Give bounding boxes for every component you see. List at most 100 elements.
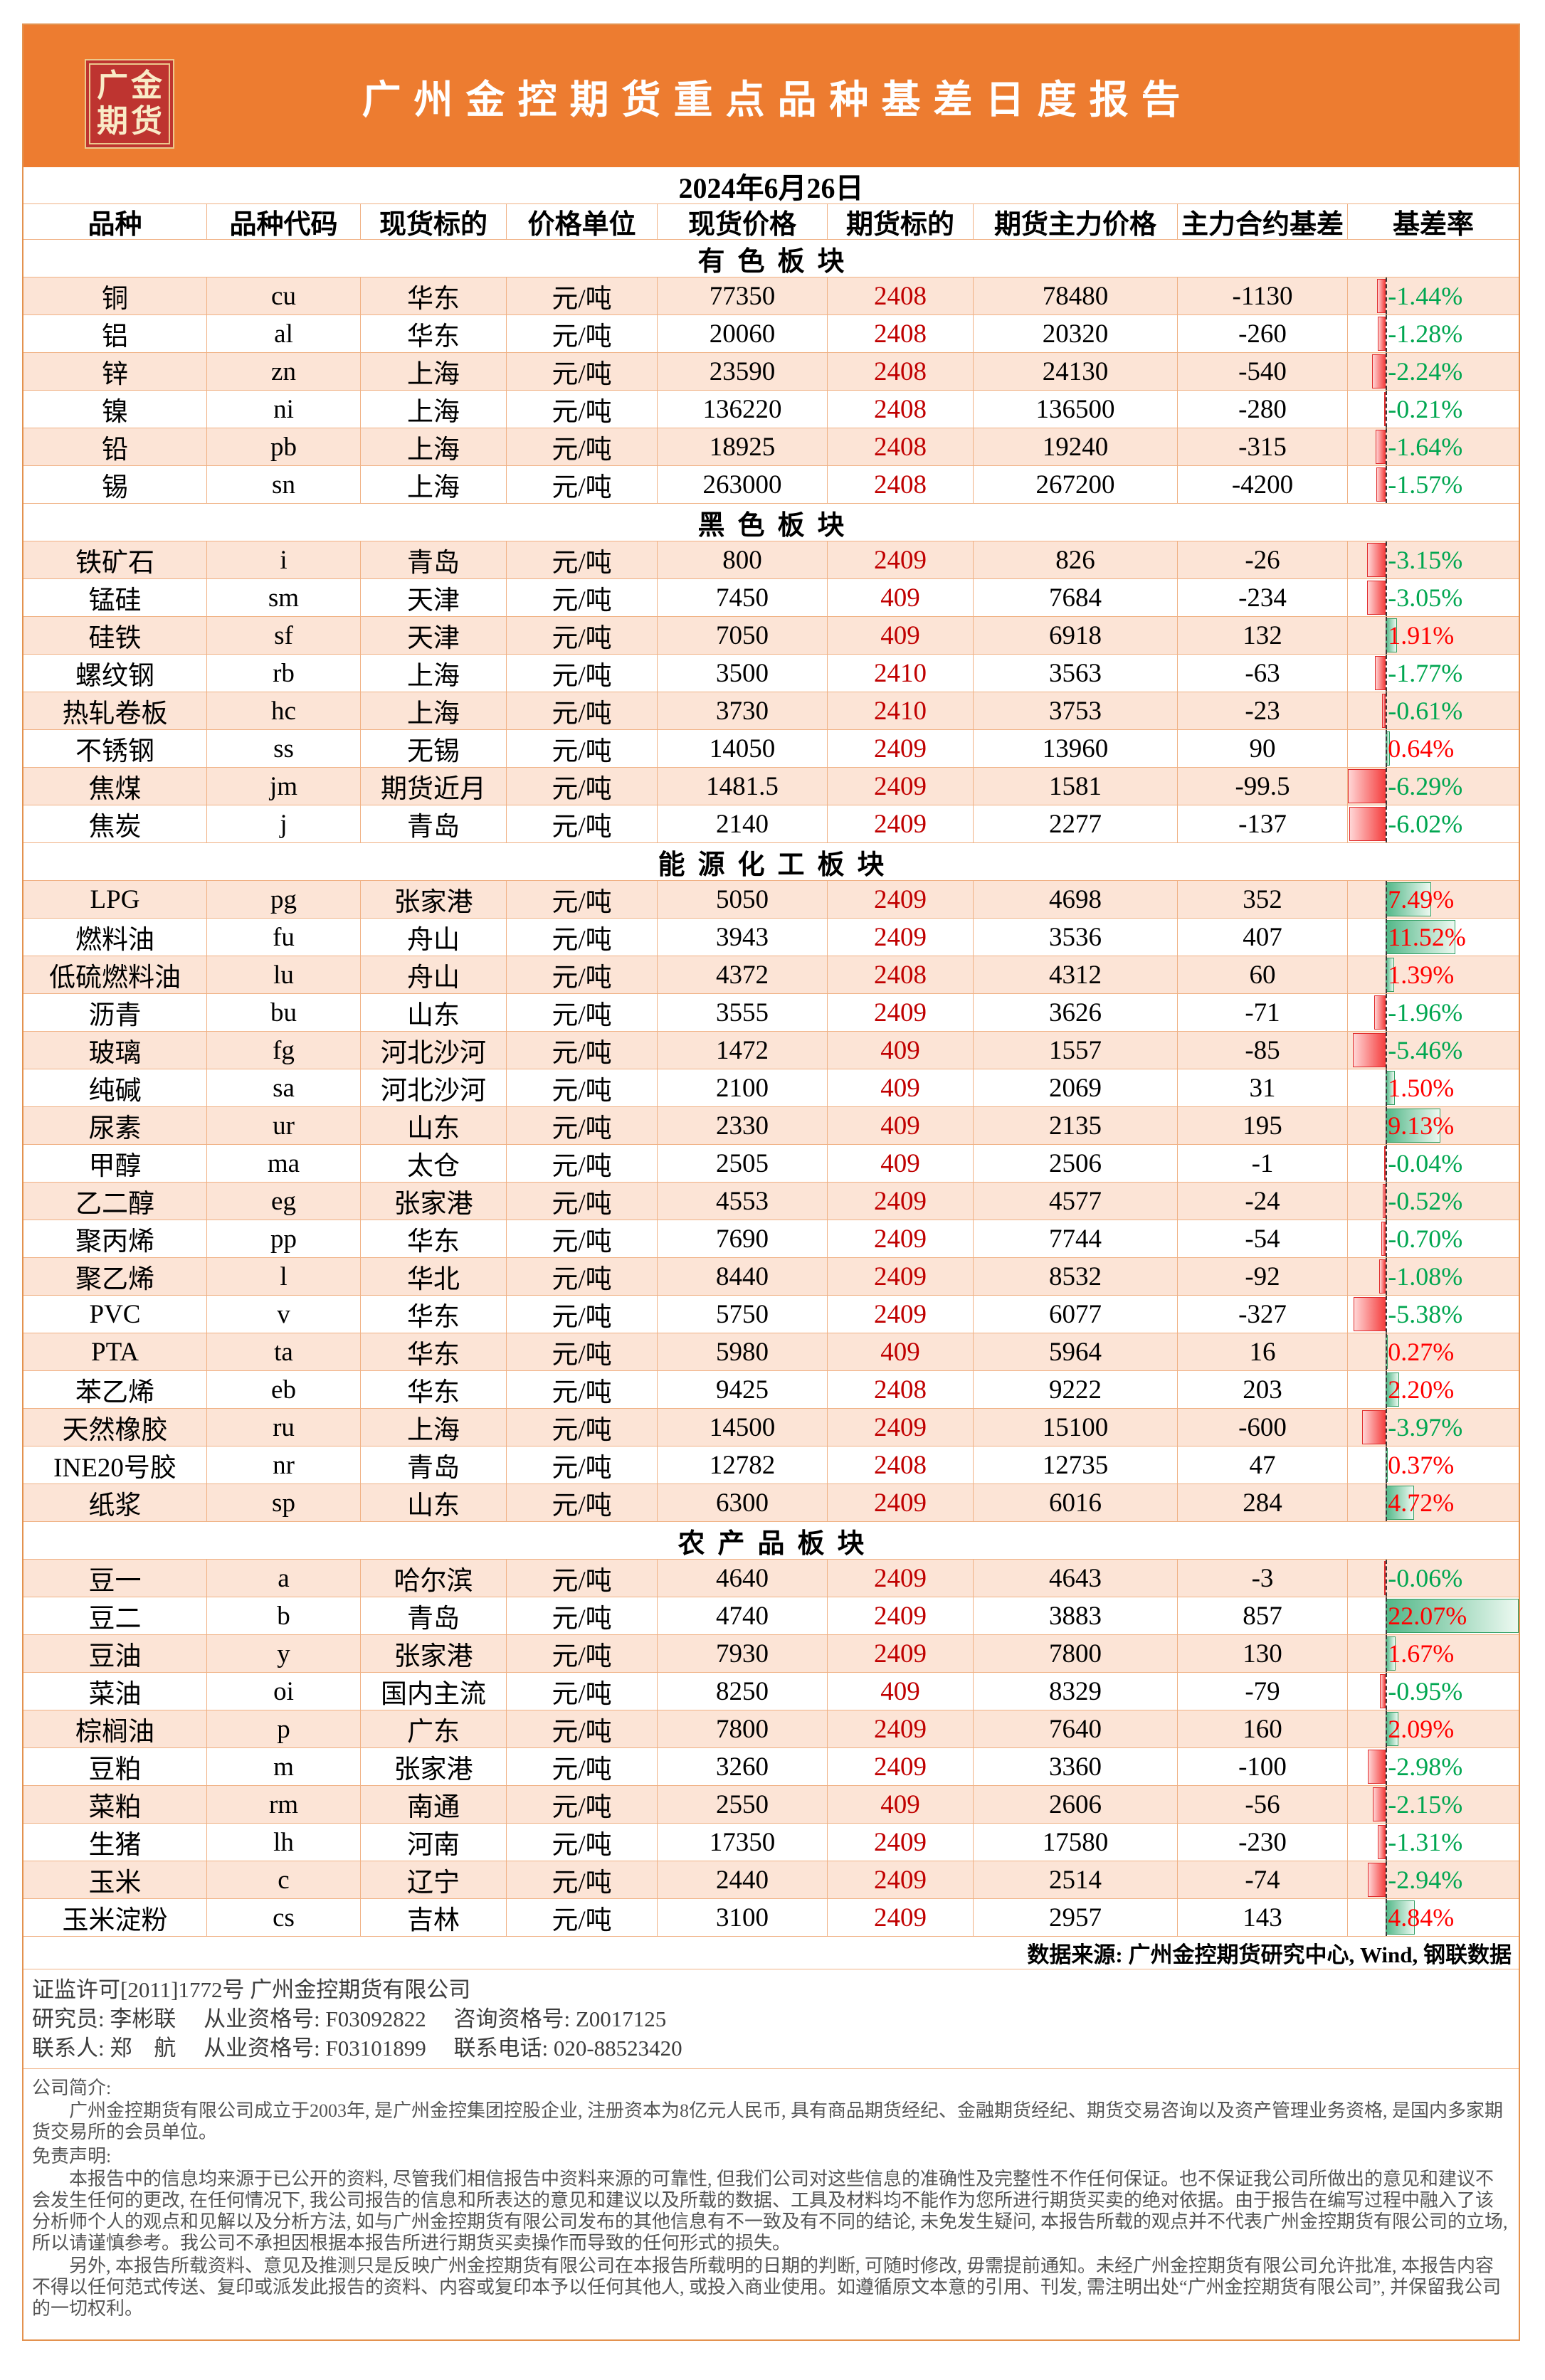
cell-unit: 元/吨 xyxy=(507,466,658,503)
cell-spot-target: 张家港 xyxy=(361,1183,507,1220)
cell-spot-target: 上海 xyxy=(361,353,507,390)
cell-code: lh xyxy=(207,1824,361,1861)
cell-futures-price: 2514 xyxy=(974,1861,1178,1898)
cell-futures-target: 2409 xyxy=(828,1710,974,1747)
cell-futures-target: 409 xyxy=(828,1032,974,1069)
negative-basis-bar xyxy=(1382,694,1386,728)
cell-futures-price: 4312 xyxy=(974,956,1178,993)
basis-bar-axis xyxy=(1386,1145,1388,1182)
negative-basis-bar xyxy=(1353,1033,1386,1067)
cell-variety: 纯碱 xyxy=(23,1069,207,1106)
cell-unit: 元/吨 xyxy=(507,1899,658,1936)
cell-code: pb xyxy=(207,428,361,465)
cell-futures-target: 2409 xyxy=(828,1635,974,1672)
cell-futures-price: 3753 xyxy=(974,692,1178,729)
table-row: 甲醇 ma 太仓 元/吨 2505 409 2506 -1 -0.04% xyxy=(23,1145,1519,1183)
cell-futures-price: 8532 xyxy=(974,1258,1178,1295)
cell-spot-target: 华北 xyxy=(361,1258,507,1295)
cell-basis: 857 xyxy=(1178,1597,1348,1634)
cell-spot-price: 4640 xyxy=(658,1560,828,1597)
table-row: 棕榈油 p 广东 元/吨 7800 2409 7640 160 2.09% xyxy=(23,1710,1519,1748)
researcher-line: 研究员: 李彬联 从业资格号: F03092822 咨询资格号: Z001712… xyxy=(32,2006,667,2031)
cell-variety: 燃料油 xyxy=(23,919,207,956)
table-row: 纯碱 sa 河北沙河 元/吨 2100 409 2069 31 1.50% xyxy=(23,1069,1519,1107)
table-row: 低硫燃料油 lu 舟山 元/吨 4372 2408 4312 60 1.39% xyxy=(23,956,1519,994)
basis-rate-value: 22.07% xyxy=(1388,1602,1467,1630)
cell-basis: -3 xyxy=(1178,1560,1348,1597)
cell-basis-rate: -6.29% xyxy=(1348,768,1519,805)
basis-bar-axis xyxy=(1386,541,1388,578)
cell-futures-target: 2409 xyxy=(828,1484,974,1521)
negative-basis-bar xyxy=(1376,467,1386,502)
positive-basis-bar xyxy=(1386,882,1431,916)
cell-basis-rate: -3.97% xyxy=(1348,1409,1519,1446)
cell-basis-rate: -1.28% xyxy=(1348,315,1519,352)
cell-spot-price: 5050 xyxy=(658,881,828,918)
cell-futures-target: 409 xyxy=(828,1069,974,1106)
table-row: 锌 zn 上海 元/吨 23590 2408 24130 -540 -2.24% xyxy=(23,353,1519,391)
cell-code: fg xyxy=(207,1032,361,1069)
basis-rate-value: -1.28% xyxy=(1388,319,1463,348)
cell-spot-target: 华东 xyxy=(361,1371,507,1408)
cell-futures-price: 7684 xyxy=(974,579,1178,616)
report-title: 广州金控期货重点品种基差日度报告 xyxy=(362,78,1193,122)
cell-basis-rate: -2.15% xyxy=(1348,1786,1519,1823)
basis-bar-axis xyxy=(1386,1333,1388,1370)
cell-futures-price: 6918 xyxy=(974,617,1178,654)
cell-spot-target: 华东 xyxy=(361,1333,507,1370)
cell-basis-rate: 22.07% xyxy=(1348,1597,1519,1634)
basis-bar-axis xyxy=(1386,805,1388,842)
cell-unit: 元/吨 xyxy=(507,655,658,692)
cell-futures-target: 2408 xyxy=(828,1371,974,1408)
table-row: 天然橡胶 ru 上海 元/吨 14500 2409 15100 -600 -3.97% xyxy=(23,1409,1519,1446)
cell-code: hc xyxy=(207,692,361,729)
cell-basis: -92 xyxy=(1178,1258,1348,1295)
cell-unit: 元/吨 xyxy=(507,1183,658,1220)
cell-basis-rate: 11.52% xyxy=(1348,919,1519,956)
cell-spot-target: 南通 xyxy=(361,1786,507,1823)
cell-spot-target: 天津 xyxy=(361,617,507,654)
section-row: 能源化工板块 xyxy=(23,843,1519,881)
cell-spot-target: 上海 xyxy=(361,428,507,465)
negative-basis-bar xyxy=(1368,1863,1386,1897)
cell-spot-price: 12782 xyxy=(658,1446,828,1483)
cell-spot-price: 14500 xyxy=(658,1409,828,1446)
table-row: 燃料油 fu 舟山 元/吨 3943 2409 3536 407 11.52% xyxy=(23,919,1519,956)
basis-bar-axis xyxy=(1386,994,1388,1031)
basis-rate-value: -3.97% xyxy=(1388,1413,1463,1442)
cell-basis-rate: 4.84% xyxy=(1348,1899,1519,1936)
cell-spot-price: 1481.5 xyxy=(658,768,828,805)
cell-futures-price: 3536 xyxy=(974,919,1178,956)
cell-spot-price: 4372 xyxy=(658,956,828,993)
cell-futures-target: 409 xyxy=(828,579,974,616)
cell-spot-price: 6300 xyxy=(658,1484,828,1521)
basis-bar-axis xyxy=(1386,315,1388,352)
cell-variety: 锡 xyxy=(23,466,207,503)
cell-code: nr xyxy=(207,1446,361,1483)
table-row: 豆一 a 哈尔滨 元/吨 4640 2409 4643 -3 -0.06% xyxy=(23,1560,1519,1597)
cell-unit: 元/吨 xyxy=(507,1635,658,1672)
basis-bar-axis xyxy=(1386,277,1388,314)
cell-futures-target: 2409 xyxy=(828,805,974,842)
cell-futures-price: 4698 xyxy=(974,881,1178,918)
cell-basis: -327 xyxy=(1178,1296,1348,1333)
cell-basis: -600 xyxy=(1178,1409,1348,1446)
cell-variety: 铝 xyxy=(23,315,207,352)
cell-futures-price: 19240 xyxy=(974,428,1178,465)
cell-code: sf xyxy=(207,617,361,654)
cell-spot-target: 山东 xyxy=(361,1484,507,1521)
cell-code: c xyxy=(207,1861,361,1898)
table-row: 纸浆 sp 山东 元/吨 6300 2409 6016 284 4.72% xyxy=(23,1484,1519,1522)
cell-basis: 160 xyxy=(1178,1710,1348,1747)
cell-basis: -63 xyxy=(1178,655,1348,692)
basis-rate-value: -6.29% xyxy=(1388,772,1463,800)
cell-futures-target: 2409 xyxy=(828,1824,974,1861)
cell-basis-rate: -0.70% xyxy=(1348,1220,1519,1257)
table-row: INE20号胶 nr 青岛 元/吨 12782 2408 12735 47 0.37% xyxy=(23,1446,1519,1484)
banner: 广金 期货 广州金控期货重点品种基差日度报告 xyxy=(23,25,1519,167)
cell-spot-price: 3555 xyxy=(658,994,828,1031)
cell-code: ma xyxy=(207,1145,361,1182)
cell-spot-target: 吉林 xyxy=(361,1899,507,1936)
basis-rate-value: -1.31% xyxy=(1388,1828,1463,1856)
cell-basis: -24 xyxy=(1178,1183,1348,1220)
